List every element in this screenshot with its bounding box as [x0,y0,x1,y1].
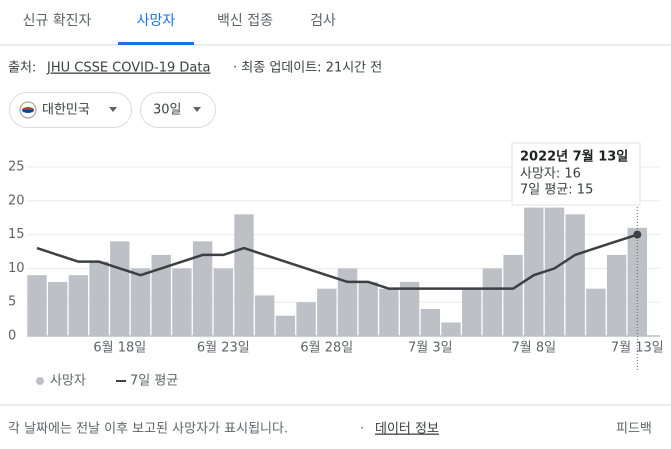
tab[interactable]: 신규 확진자 [23,13,92,29]
bar [379,288,399,336]
legend-label: 7일 평균 [130,374,178,389]
active-tab-underline [118,42,194,45]
bar [503,254,523,336]
bar [234,214,254,336]
y-tick-label: 5 [8,295,16,310]
bar [296,302,316,336]
legend-label: 사망자 [50,374,86,389]
y-tick-label: 15 [8,227,25,242]
y-tick-label: 10 [8,261,25,276]
bar [358,281,378,336]
source-label: 출처: [8,61,36,76]
range-label: 30일 [153,103,182,118]
bar [565,214,585,336]
bar [27,275,47,336]
hover-dot [633,230,642,239]
dropdown-arrow [193,107,201,112]
bar [586,288,606,336]
bar [627,227,647,336]
tab[interactable]: 검사 [310,13,336,29]
bar [399,281,420,336]
bar [48,281,68,336]
y-tick-label: 25 [8,160,25,175]
y-tick-label: 0 [8,329,16,344]
bar [255,295,275,336]
bar [68,275,89,336]
bar [192,241,213,336]
bar [606,254,627,336]
average-line [36,233,638,290]
bar [337,268,358,336]
data-info-link[interactable]: 데이터 정보 [375,422,439,437]
bar [151,254,171,336]
tab-active[interactable]: 사망자 [137,13,176,29]
tooltip-line: 사망자: 16 [520,167,581,182]
flag-blue [22,110,34,113]
bar [317,288,337,336]
bar [420,308,440,336]
bar [172,268,192,336]
bar [544,207,565,336]
tooltip-date: 2022년 7월 13일 [520,149,628,165]
x-tick-label: 7월 3일 [408,341,453,356]
bar [130,268,151,336]
y-tick-label: 20 [8,193,25,208]
bar [110,241,130,336]
feedback[interactable]: 피드백 [616,422,652,437]
dropdown-arrow [109,107,117,112]
bar [482,268,503,336]
range-filter[interactable] [140,92,216,128]
x-tick-label: 7월 8일 [511,341,556,356]
tooltip [511,142,641,206]
x-tick-label: 6월 18일 [93,341,146,356]
updated: · 최종 업데이트: 21시간 전 [233,61,382,76]
bar [89,261,109,336]
tooltip-line: 7일 평균: 15 [520,183,593,198]
x-tick-label: 6월 23일 [197,341,250,356]
x-tick-label: 6월 28일 [300,341,353,356]
bar [275,315,296,336]
source-link[interactable]: JHU CSSE COVID-19 Data [46,61,210,76]
country-label: 대한민국 [42,103,90,118]
footer-note: 각 날짜에는 전날 이후 보고된 사망자가 표시됩니다. [8,422,288,437]
legend-swatch [36,377,44,385]
bar [524,207,544,336]
footer-sep: · [360,422,364,437]
bar [441,322,461,336]
tab[interactable]: 백신 접종 [217,13,273,29]
bar [213,268,233,336]
country-filter[interactable] [9,92,132,128]
bar [462,288,482,336]
flag-red [22,107,34,110]
